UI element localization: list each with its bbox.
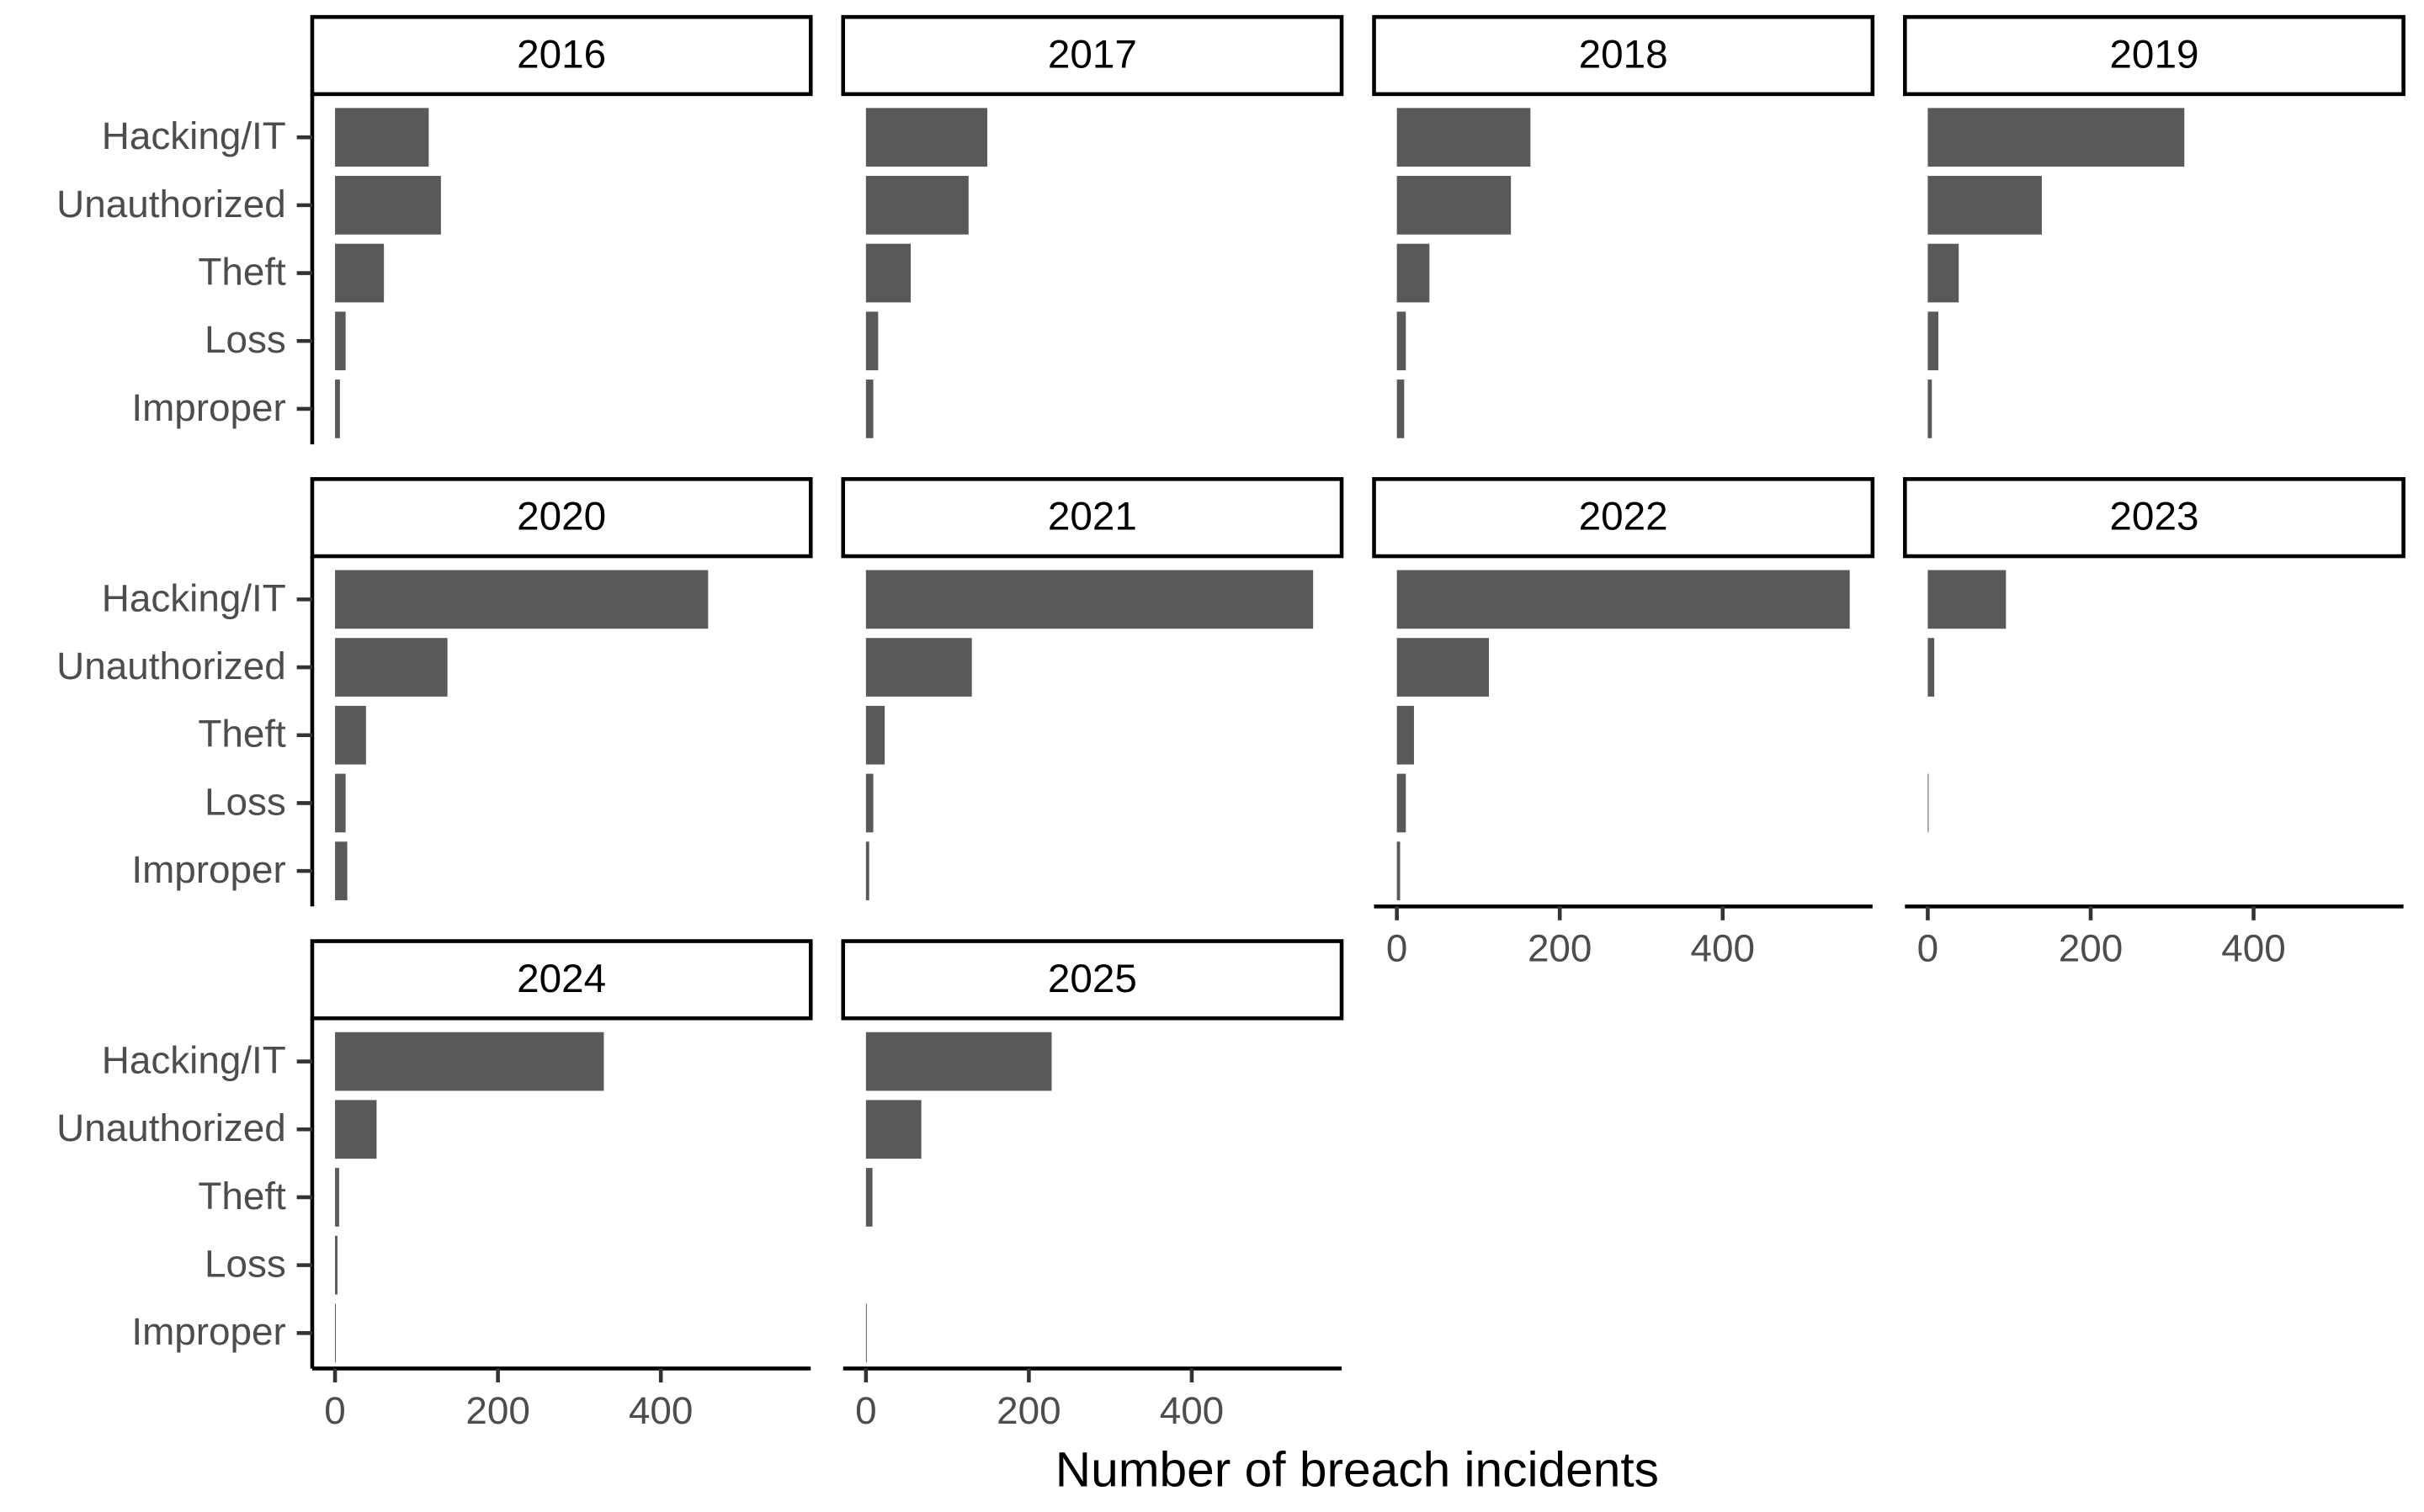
y-tick-label: Unauthorized — [56, 1106, 286, 1149]
bar — [865, 243, 912, 303]
bar — [1396, 311, 1406, 371]
x-tick-label: 400 — [1691, 927, 1755, 970]
bar — [335, 108, 429, 167]
bar — [1927, 379, 1932, 438]
facet-title: 2023 — [2109, 495, 2198, 539]
y-tick-label: Hacking/IT — [102, 576, 286, 619]
bar — [335, 705, 366, 765]
facet-strip — [841, 14, 1344, 97]
x-tick-label: 0 — [855, 1389, 876, 1432]
bar — [1396, 638, 1489, 697]
bar — [865, 379, 874, 438]
bar — [1927, 570, 2007, 629]
bar — [865, 773, 874, 833]
x-tick-label: 0 — [324, 1389, 346, 1432]
bar — [865, 1168, 873, 1227]
bar — [335, 243, 385, 303]
bar — [1927, 243, 1959, 303]
bar — [1396, 176, 1512, 235]
facet-strip — [1372, 477, 1875, 559]
facet-strip — [310, 477, 813, 559]
facet-title: 2021 — [1048, 495, 1137, 539]
bar — [865, 705, 885, 765]
facet-title: 2019 — [2109, 32, 2198, 77]
bar — [335, 638, 448, 697]
bar — [1927, 311, 1938, 371]
y-tick-label: Theft — [198, 251, 286, 294]
bar — [865, 1303, 867, 1363]
bar — [335, 379, 340, 438]
bar — [865, 638, 972, 697]
bar — [865, 1100, 922, 1159]
bar — [335, 1235, 338, 1295]
facet-title: 2017 — [1048, 32, 1137, 77]
x-tick-label: 200 — [997, 1389, 1060, 1432]
x-axis-label: Number of breach incidents — [1055, 1443, 1659, 1498]
facet-title: 2022 — [1579, 495, 1668, 539]
bar — [865, 1032, 1052, 1091]
bar — [335, 1168, 339, 1227]
bar — [335, 1100, 377, 1159]
facet-strip — [841, 939, 1344, 1021]
facet-strip — [1903, 14, 2405, 97]
facet-strip — [310, 14, 813, 97]
y-tick-label: Unauthorized — [56, 645, 286, 687]
bar — [865, 108, 988, 167]
bar — [335, 311, 346, 371]
bar — [865, 176, 969, 235]
y-tick-label: Improper — [131, 1310, 285, 1353]
bar — [1927, 773, 1929, 833]
bar — [335, 1303, 337, 1363]
y-tick-label: Improper — [131, 386, 285, 429]
bar — [335, 1032, 604, 1091]
x-tick-label: 0 — [1917, 927, 1938, 970]
y-tick-label: Loss — [205, 780, 286, 823]
bar — [865, 570, 1314, 629]
y-tick-label: Hacking/IT — [102, 114, 286, 157]
facet-strip — [1372, 14, 1875, 97]
facet-strip — [1903, 477, 2405, 559]
bar — [1927, 638, 1935, 697]
facet-title: 2016 — [517, 32, 606, 77]
y-tick-label: Loss — [205, 318, 286, 361]
y-tick-label: Hacking/IT — [102, 1039, 286, 1082]
y-tick-label: Theft — [198, 1175, 286, 1218]
bar — [1396, 379, 1405, 438]
x-tick-label: 200 — [2059, 927, 2123, 970]
y-tick-label: Loss — [205, 1243, 286, 1286]
x-tick-label: 400 — [1160, 1389, 1224, 1432]
x-tick-label: 400 — [629, 1389, 693, 1432]
bar — [335, 570, 709, 629]
facet-strip — [841, 477, 1344, 559]
bar — [1927, 176, 2042, 235]
bar — [1927, 108, 2185, 167]
facet-title: 2024 — [517, 957, 606, 1001]
facet-title: 2020 — [517, 495, 606, 539]
x-tick-label: 400 — [2221, 927, 2285, 970]
bar — [335, 773, 346, 833]
bar — [335, 176, 441, 235]
bar — [335, 841, 348, 900]
bar — [1396, 773, 1406, 833]
x-tick-label: 200 — [1528, 927, 1592, 970]
x-tick-label: 0 — [1386, 927, 1408, 970]
facet-title: 2018 — [1579, 32, 1668, 77]
x-tick-label: 200 — [465, 1389, 529, 1432]
y-tick-label: Unauthorized — [56, 183, 286, 225]
bar — [865, 841, 869, 900]
bar — [1396, 108, 1531, 167]
bar — [1396, 841, 1401, 900]
bar — [1396, 705, 1414, 765]
bar — [1396, 243, 1430, 303]
bar — [865, 311, 879, 371]
bar — [1396, 570, 1850, 629]
y-tick-label: Improper — [131, 848, 285, 891]
facet-strip — [310, 939, 813, 1021]
facet-title: 2025 — [1048, 957, 1137, 1001]
y-tick-label: Theft — [198, 713, 286, 756]
